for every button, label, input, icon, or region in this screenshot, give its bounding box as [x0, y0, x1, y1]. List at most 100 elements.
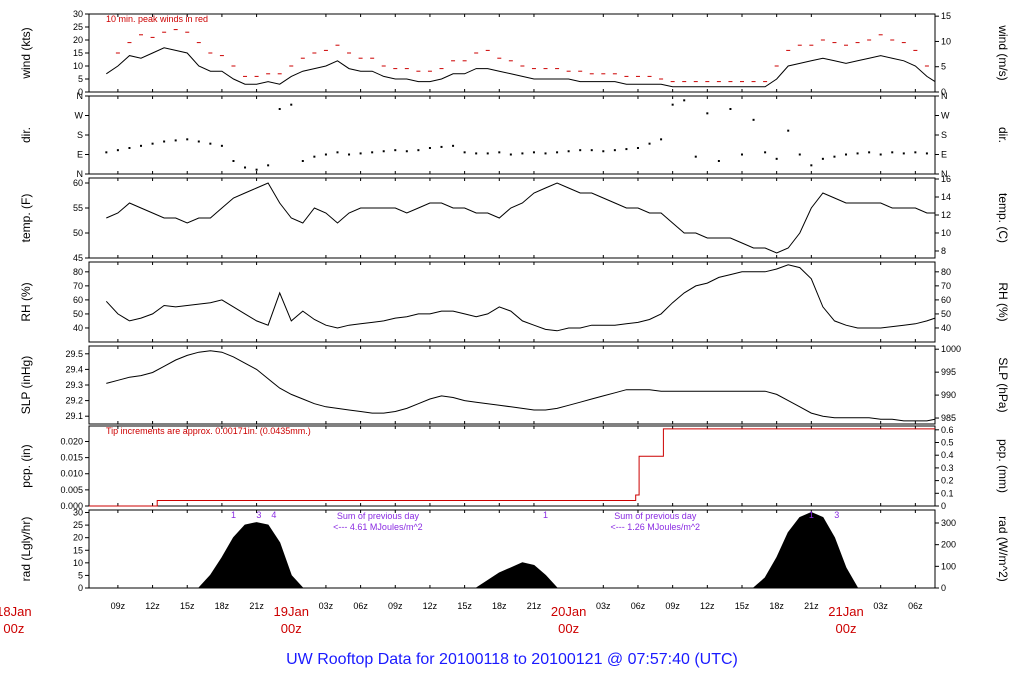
dir-point [660, 138, 663, 141]
hour-tick-label: 06z [353, 601, 368, 611]
pcp-right-ytick-label: 0.5 [941, 438, 954, 448]
temp-right-ytick-label: 14 [941, 192, 951, 202]
dir-point [868, 151, 871, 154]
slp-right-ytick-label: 995 [941, 367, 956, 377]
rad-marker-label: 4 [271, 510, 276, 520]
hour-tick-label: 21z [804, 601, 819, 611]
dir-point [821, 157, 824, 160]
hour-tick-label: 18z [492, 601, 507, 611]
chart-title: UW Rooftop Data for 20100118 to 20100121… [286, 651, 738, 668]
temp-right-ytick-label: 12 [941, 210, 951, 220]
rad-marker-label: 3 [834, 510, 839, 520]
pcp-ytick-label: 0.000 [60, 501, 83, 511]
dir-right-ytick-label: N [941, 169, 948, 179]
dir-point [405, 150, 408, 153]
slp-right-ytick-label: 990 [941, 390, 956, 400]
temp-frame [88, 177, 936, 259]
dir-point [567, 150, 570, 153]
dir-point [521, 152, 524, 155]
pcp-right-ytick-label: 0.1 [941, 488, 954, 498]
dir-point [232, 160, 235, 162]
wind-ytick-label: 25 [73, 22, 83, 32]
pcp-note: Tip increments are approx. 0.00171in. (0… [106, 426, 311, 436]
rad-ytick-label: 10 [73, 558, 83, 568]
wind-note: 10 min. peak winds in red [106, 14, 208, 24]
slp-ylabel-right: SLP (hPa) [996, 357, 1010, 412]
dir-point [452, 144, 455, 147]
wind-ytick-label: 30 [73, 9, 83, 19]
dir-point [775, 157, 778, 160]
dir-point [417, 149, 420, 152]
dir-point [336, 151, 339, 154]
rad-ytick-label: 25 [73, 520, 83, 530]
rad-area [197, 522, 304, 589]
temp-ylabel: temp. (F) [19, 194, 33, 243]
dir-point [486, 152, 489, 155]
dir-point [717, 160, 720, 162]
hour-tick-label: 21z [249, 601, 264, 611]
hour-tick-label: 12z [423, 601, 438, 611]
dir-point [602, 150, 605, 153]
rad-sum-label: Sum of previous day [337, 511, 420, 521]
slp-right-ytick-label: 1000 [941, 344, 961, 354]
slp-series-0-line [106, 350, 936, 422]
rh-right-ytick-label: 80 [941, 267, 951, 277]
slp-ytick-label: 29.4 [65, 364, 83, 374]
rad-right-ytick-label: 100 [941, 561, 956, 571]
dir-ylabel: dir. [19, 127, 33, 143]
dir-point [394, 149, 397, 152]
day-label-hour: 00z [281, 621, 302, 636]
temp-series-0-line [106, 182, 935, 254]
rh-ylabel-right: RH (%) [996, 282, 1010, 321]
dir-point [532, 151, 535, 154]
dir-point [498, 151, 501, 154]
rad-ytick-label: 30 [73, 508, 83, 518]
pcp-ytick-label: 0.010 [60, 469, 83, 479]
hour-tick-label: 18z [215, 601, 230, 611]
dir-point [197, 140, 200, 143]
temp-right-ytick-label: 8 [941, 246, 946, 256]
dir-point [671, 103, 674, 106]
dir-point [891, 151, 894, 154]
dir-point [509, 153, 512, 156]
dir-point [255, 168, 258, 171]
hour-tick-label: 03z [873, 601, 888, 611]
temp-ylabel-right: temp. (C) [996, 193, 1010, 243]
temp-ytick-label: 50 [73, 228, 83, 238]
wind-ytick-label: 5 [78, 74, 83, 84]
hour-tick-label: 06z [631, 601, 646, 611]
dir-point [648, 142, 651, 145]
dir-point [556, 151, 559, 154]
temp-ytick-label: 55 [73, 203, 83, 213]
rad-marker-label: 1 [543, 510, 548, 520]
slp-ylabel: SLP (inHg) [19, 356, 33, 414]
pcp-ylabel-right: pcp. (mm) [996, 439, 1010, 493]
slp-frame [88, 345, 936, 425]
dir-right-ytick-label: W [941, 111, 950, 121]
wind-ylabel: wind (kts) [19, 27, 33, 79]
dir-point [174, 139, 177, 142]
hour-tick-label: 09z [111, 601, 126, 611]
rad-right-ytick-label: 200 [941, 540, 956, 550]
hour-tick-label: 18z [769, 601, 784, 611]
dir-point [879, 153, 882, 156]
dir-point [683, 99, 686, 102]
dir-point [428, 147, 431, 149]
dir-point [359, 152, 362, 155]
dir-point [371, 151, 374, 154]
rad-right-ytick-label: 0 [941, 583, 946, 593]
dir-right-ytick-label: S [941, 130, 947, 140]
wind-series-0-line [106, 47, 936, 88]
day-label-hour: 00z [3, 621, 24, 636]
dir-point [740, 153, 743, 156]
rad-ytick-label: 20 [73, 533, 83, 543]
dir-point [925, 152, 928, 155]
hour-tick-label: 03z [596, 601, 611, 611]
dir-point [324, 153, 327, 156]
rh-ytick-label: 40 [73, 323, 83, 333]
pcp-ytick-label: 0.005 [60, 485, 83, 495]
slp-ytick-label: 29.2 [65, 396, 83, 406]
rad-sum-value: <--- 4.61 MJoules/m^2 [333, 522, 423, 532]
rh-ytick-label: 60 [73, 295, 83, 305]
pcp-right-ytick-label: 0.6 [941, 425, 954, 435]
